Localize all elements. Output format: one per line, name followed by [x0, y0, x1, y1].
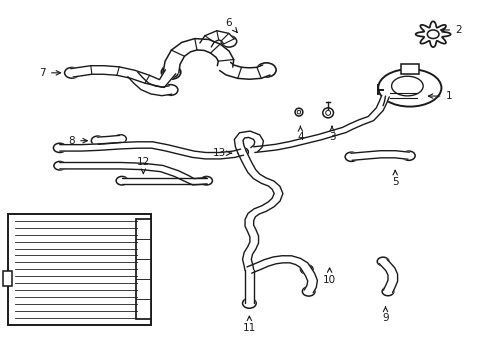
Ellipse shape	[297, 111, 300, 114]
Polygon shape	[127, 72, 171, 96]
Polygon shape	[60, 142, 243, 159]
Text: 11: 11	[242, 316, 255, 333]
Polygon shape	[350, 151, 408, 160]
Bar	[400, 64, 418, 73]
Text: 10: 10	[323, 268, 335, 285]
Polygon shape	[60, 162, 206, 185]
Polygon shape	[244, 270, 253, 303]
Ellipse shape	[322, 108, 333, 118]
Ellipse shape	[294, 108, 302, 116]
Polygon shape	[238, 151, 283, 270]
Polygon shape	[253, 95, 388, 153]
Polygon shape	[246, 256, 310, 273]
Polygon shape	[97, 135, 121, 144]
Text: 13: 13	[212, 148, 231, 158]
Text: 6: 6	[225, 18, 237, 32]
Polygon shape	[200, 31, 234, 47]
Text: 5: 5	[391, 171, 398, 187]
Ellipse shape	[325, 111, 330, 115]
Polygon shape	[122, 178, 206, 184]
Text: 7: 7	[40, 68, 61, 78]
Text: 8: 8	[68, 136, 87, 146]
Text: 9: 9	[382, 307, 388, 323]
Polygon shape	[219, 62, 269, 79]
Text: 4: 4	[297, 126, 303, 142]
Polygon shape	[234, 131, 263, 153]
Ellipse shape	[377, 69, 441, 107]
Bar	[3, 271, 12, 286]
Polygon shape	[71, 66, 175, 87]
Text: 3: 3	[328, 126, 335, 142]
Polygon shape	[302, 268, 317, 293]
Text: 1: 1	[427, 91, 451, 101]
Polygon shape	[415, 21, 450, 47]
Polygon shape	[163, 39, 233, 73]
Text: 2: 2	[440, 25, 461, 35]
Bar	[8, 214, 151, 325]
Text: 12: 12	[137, 157, 150, 174]
Polygon shape	[378, 260, 397, 293]
Ellipse shape	[391, 76, 422, 96]
Bar	[135, 219, 151, 319]
